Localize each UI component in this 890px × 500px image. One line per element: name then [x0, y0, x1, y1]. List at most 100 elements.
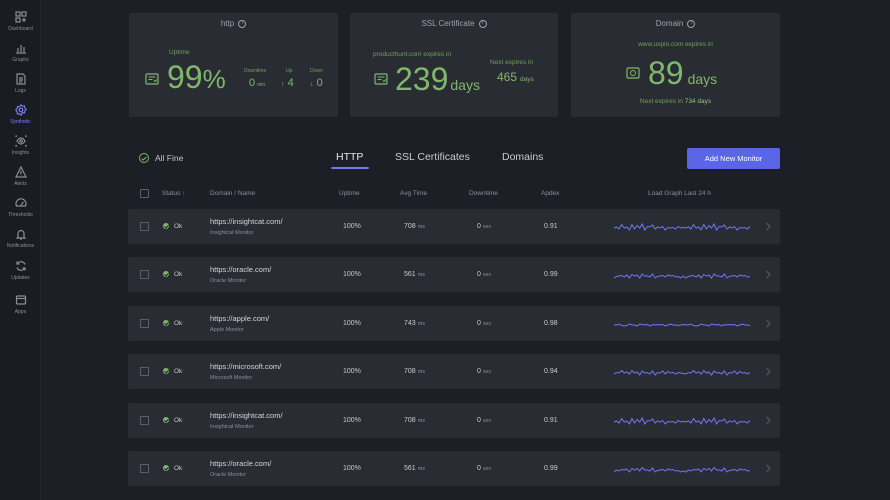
row-checkbox[interactable]: [140, 319, 149, 328]
sidebar-item-insights[interactable]: Insights: [0, 132, 41, 163]
down-value: 0: [316, 77, 323, 89]
load-graph-sparkline: [614, 323, 750, 327]
ssl-days-unit: days: [450, 77, 480, 93]
chevron-right-icon[interactable]: [764, 270, 772, 279]
column-header-uptime[interactable]: Uptime: [339, 190, 360, 197]
status-text: Ok: [174, 271, 183, 278]
sidebar: Dashboard Graphs Logs Synthetic Insights…: [0, 0, 41, 500]
add-new-monitor-button[interactable]: Add New Monitor: [687, 148, 780, 169]
table-row[interactable]: Ok https://microsoft.com/Microsoft Monito…: [128, 354, 780, 389]
avg-time-unit: ms: [417, 369, 426, 375]
domain-card-title: Domain: [655, 19, 684, 28]
row-checkbox[interactable]: [140, 270, 149, 279]
domain-days-unit: days: [687, 71, 718, 87]
avg-time-unit: ms: [417, 272, 426, 278]
monitor-name: Oracle Monitor: [210, 472, 247, 478]
tab-ssl-certificates[interactable]: SSL Certificates: [395, 151, 470, 163]
sidebar-item-apps[interactable]: Apps: [0, 291, 41, 322]
sidebar-item-graphs[interactable]: Graphs: [0, 39, 41, 70]
info-icon[interactable]: i: [478, 19, 487, 28]
avg-time-unit: ms: [417, 321, 426, 327]
column-header-avg-time[interactable]: Avg Time: [400, 190, 427, 197]
row-checkbox[interactable]: [140, 464, 149, 473]
monitor-name: Insightcat Monitor: [210, 230, 254, 236]
downtime-unit: sec: [482, 369, 492, 375]
sidebar-item-label: Notifications: [6, 243, 35, 249]
load-graph-sparkline: [614, 466, 750, 473]
monitor-name: Oracle Monitor: [210, 278, 247, 284]
chevron-right-icon[interactable]: [764, 464, 772, 473]
down-label: Down: [310, 68, 323, 74]
load-graph-sparkline: [614, 416, 750, 426]
avg-time-value: 561: [404, 271, 416, 278]
column-header-status-label: Status: [162, 190, 181, 197]
select-all-checkbox[interactable]: [140, 189, 149, 198]
table-row[interactable]: Ok https://oracle.com/Oracle Monitor 100% 5…: [128, 257, 780, 292]
sidebar-item-updates[interactable]: Updates: [0, 257, 41, 288]
monitor-url[interactable]: https://microsoft.com/: [210, 362, 282, 371]
column-header-downtime[interactable]: Downtime: [469, 190, 498, 197]
sidebar-item-synthetic[interactable]: Synthetic: [0, 101, 41, 132]
chevron-right-icon[interactable]: [764, 319, 772, 328]
info-icon[interactable]: i: [238, 19, 247, 28]
row-checkbox[interactable]: [140, 222, 149, 231]
sidebar-item-thresholds[interactable]: Thresholds: [0, 194, 41, 225]
table-row[interactable]: Ok https://insightcat.com/Insightcat Moni…: [128, 209, 780, 244]
downtime-unit: sec: [482, 272, 492, 278]
avg-time-value: 743: [404, 320, 416, 327]
status-text: Ok: [174, 223, 183, 230]
sidebar-item-notifications[interactable]: Notifications: [0, 225, 41, 256]
chevron-right-icon[interactable]: [764, 416, 772, 425]
monitor-url[interactable]: https://oracle.com/: [210, 265, 272, 274]
status-text: Ok: [174, 368, 183, 375]
avg-time-value: 708: [404, 368, 416, 375]
monitor-name: Microsoft Monitor: [210, 375, 253, 381]
chevron-right-icon[interactable]: [764, 222, 772, 231]
grid-icon: [14, 11, 27, 23]
bar-chart-icon: [15, 45, 26, 54]
downtime-unit: sec: [482, 224, 492, 230]
sidebar-item-dashboard[interactable]: Dashboard: [0, 8, 41, 39]
eye-icon: [14, 135, 27, 147]
avg-time-value: 561: [404, 465, 416, 472]
tab-domains[interactable]: Domains: [502, 151, 544, 163]
column-header-status[interactable]: Status ↑: [162, 190, 186, 197]
column-header-name[interactable]: Domain / Name: [210, 190, 256, 197]
info-icon[interactable]: i: [687, 19, 696, 28]
status-badge: Ok: [163, 417, 182, 424]
chevron-right-icon[interactable]: [764, 367, 772, 376]
up-value: 4: [287, 77, 294, 89]
monitor-url[interactable]: https://insightcat.com/: [210, 217, 283, 226]
status-badge: Ok: [163, 368, 182, 375]
domain-next-label: Next expires in: [639, 98, 683, 105]
tab-http[interactable]: HTTP: [336, 151, 364, 163]
certificate-icon: [145, 73, 159, 85]
certificate-icon: [374, 73, 388, 85]
monitor-url[interactable]: https://oracle.com/: [210, 459, 272, 468]
http-card-title: http: [220, 19, 235, 28]
check-icon: [163, 465, 169, 471]
downtime-value: 0: [477, 271, 481, 278]
status-text: Ok: [174, 417, 183, 424]
downtime-value: 0: [477, 465, 481, 472]
table-row[interactable]: Ok https://apple.com/Apple Monitor 100% 743…: [128, 306, 780, 341]
row-checkbox[interactable]: [140, 367, 149, 376]
sidebar-item-alerts[interactable]: Alerts: [0, 163, 41, 194]
check-icon: [163, 223, 169, 229]
apdex-value: 0.99: [544, 465, 558, 472]
monitor-url[interactable]: https://insightcat.com/: [210, 411, 283, 420]
table-row[interactable]: Ok https://insightcat.com/Insightcat Moni…: [128, 403, 780, 438]
sidebar-item-logs[interactable]: Logs: [0, 70, 41, 101]
table-row[interactable]: Ok https://oracle.com/Oracle Monitor 100% 5…: [128, 451, 780, 486]
warning-icon: [14, 166, 27, 178]
row-checkbox[interactable]: [140, 416, 149, 425]
monitor-url[interactable]: https://apple.com/: [210, 314, 270, 323]
downtime-value: 0: [477, 223, 481, 230]
avg-time-unit: ms: [417, 466, 426, 472]
column-header-apdex[interactable]: Apdex: [541, 190, 560, 197]
ssl-card-title: SSL Certificate: [421, 19, 475, 28]
ssl-days-value: 239: [395, 61, 449, 97]
sidebar-item-label: Graphs: [12, 57, 29, 63]
apdex-value: 0.94: [544, 368, 558, 375]
sort-arrow-icon[interactable]: ↑: [182, 190, 186, 197]
